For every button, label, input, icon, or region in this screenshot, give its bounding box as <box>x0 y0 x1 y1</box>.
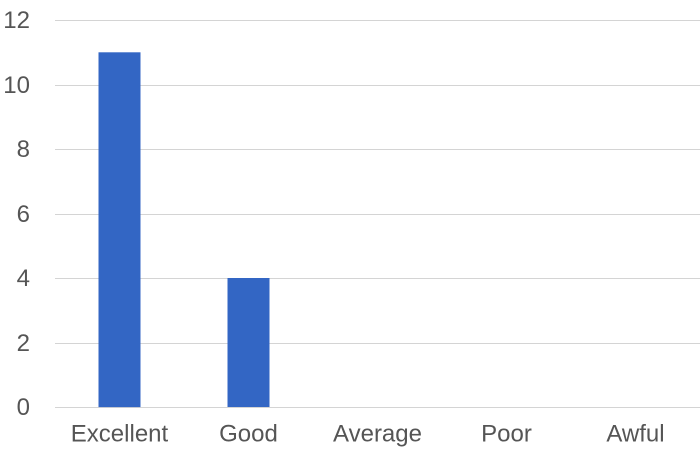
gridlines <box>55 20 700 408</box>
bars <box>98 52 270 408</box>
y-tick-label: 2 <box>17 330 30 357</box>
x-category-label: Good <box>219 421 278 448</box>
bar-good <box>227 278 270 407</box>
y-tick-label: 12 <box>3 7 30 34</box>
x-category-label: Excellent <box>71 421 169 448</box>
y-tick-label: 8 <box>17 136 30 163</box>
x-axis-category-labels: Excellent Good Average Poor Awful <box>71 421 665 448</box>
y-tick-label: 4 <box>17 265 30 292</box>
x-category-label: Awful <box>606 421 664 448</box>
x-category-label: Average <box>333 421 422 448</box>
bar-excellent <box>98 52 141 408</box>
y-tick-label: 6 <box>17 201 30 228</box>
y-tick-label: 0 <box>17 394 30 421</box>
y-tick-label: 10 <box>3 72 30 99</box>
y-axis-tick-labels: 0 2 4 6 8 10 12 <box>3 7 30 421</box>
x-category-label: Poor <box>481 421 532 448</box>
